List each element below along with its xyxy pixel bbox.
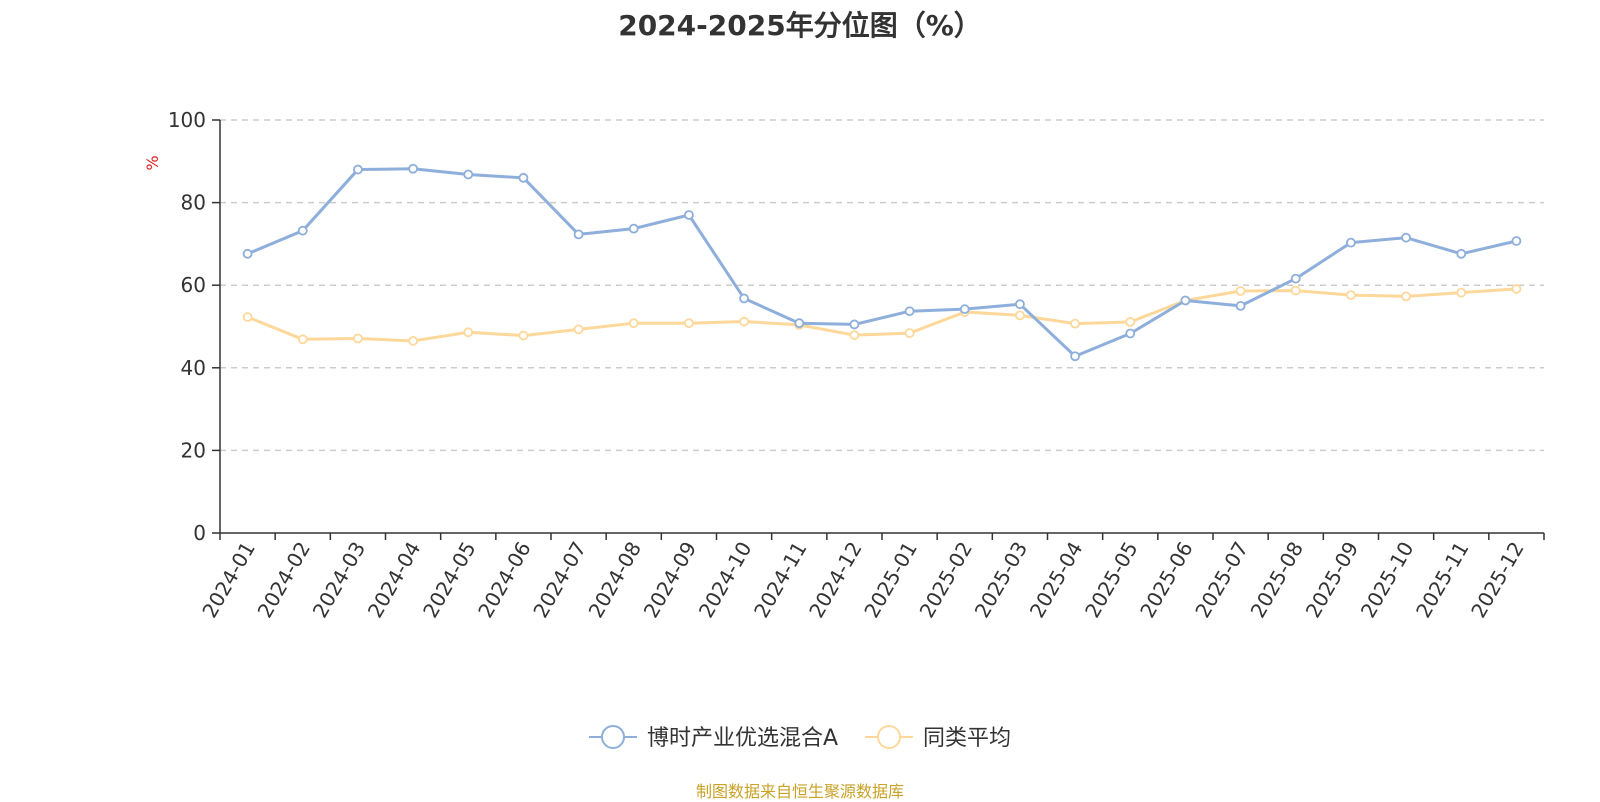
data-point <box>849 330 860 341</box>
data-point <box>1180 295 1191 306</box>
x-tick-label: 2025-01 <box>859 538 922 622</box>
data-point <box>794 318 805 329</box>
data-point <box>959 304 970 315</box>
x-tick-label: 2024-07 <box>528 538 591 622</box>
legend-label: 同类平均 <box>923 726 1011 751</box>
y-tick-label: 100 <box>168 108 206 132</box>
axes <box>219 120 1544 534</box>
data-point <box>242 312 253 322</box>
data-point <box>904 306 915 317</box>
data-point <box>1235 286 1246 296</box>
y-tick-label: 80 <box>181 191 206 215</box>
x-tick-label: 2025-03 <box>970 538 1033 622</box>
data-point <box>297 334 308 345</box>
data-point <box>518 172 529 183</box>
data-point <box>573 229 584 240</box>
data-point <box>1456 287 1467 298</box>
y-axis-label: % <box>143 155 162 170</box>
y-tick-label: 60 <box>181 273 206 297</box>
data-point <box>1125 317 1136 327</box>
data-point <box>849 319 860 330</box>
x-tick-label: 2025-04 <box>1025 538 1088 622</box>
data-point <box>1125 328 1136 339</box>
data-point <box>463 327 474 338</box>
data-point <box>1511 236 1522 246</box>
data-point <box>1290 285 1301 296</box>
data-point <box>573 324 584 335</box>
x-tick-label: 2025-07 <box>1190 538 1253 622</box>
x-axis-ticks: 2024-012024-022024-032024-042024-052024-… <box>197 533 1545 622</box>
x-tick-label: 2024-04 <box>363 538 426 622</box>
data-point <box>739 316 749 327</box>
x-tick-label: 2024-08 <box>584 538 647 622</box>
data-point <box>1346 237 1356 248</box>
series-line <box>247 287 1517 343</box>
data-point <box>518 330 529 341</box>
x-tick-label: 2024-09 <box>639 538 702 622</box>
y-tick-label: 20 <box>181 438 206 462</box>
data-point <box>628 223 639 234</box>
x-tick-label: 2025-12 <box>1466 538 1529 622</box>
data-point <box>1070 318 1080 329</box>
data-point <box>684 318 694 329</box>
data-point <box>739 293 749 304</box>
source-note: 制图数据来自恒生聚源数据库 <box>695 782 904 801</box>
y-tick-label: 40 <box>181 356 206 380</box>
x-tick-label: 2024-12 <box>804 538 867 622</box>
data-point <box>463 169 474 180</box>
x-tick-label: 2025-08 <box>1246 538 1309 622</box>
data-point <box>1401 291 1411 302</box>
data-point <box>1070 351 1080 362</box>
legend-marker <box>877 725 901 749</box>
data-point <box>1511 284 1522 294</box>
data-point <box>1015 299 1025 310</box>
legend-label: 博时产业优选混合A <box>647 726 838 751</box>
data-point <box>1235 300 1246 311</box>
data-point <box>1346 290 1356 301</box>
x-tick-label: 2024-10 <box>694 538 757 622</box>
data-point <box>904 328 915 339</box>
y-axis-ticks: 0 20 40 60 80 100 <box>168 108 220 545</box>
data-point <box>297 225 308 236</box>
data-point <box>353 164 363 175</box>
data-point <box>242 248 253 259</box>
data-point <box>353 333 363 344</box>
x-tick-label: 2025-05 <box>1080 538 1143 622</box>
legend-marker <box>601 725 625 749</box>
y-tick-label: 0 <box>193 521 206 545</box>
data-point <box>1401 232 1411 243</box>
x-tick-label: 2024-01 <box>197 538 260 622</box>
x-tick-label: 2025-10 <box>1356 538 1419 622</box>
x-tick-label: 2024-02 <box>253 538 316 622</box>
x-tick-label: 2024-06 <box>473 538 536 622</box>
data-point <box>1290 273 1301 284</box>
data-point <box>408 336 418 346</box>
grid-lines <box>220 119 1544 452</box>
data-point <box>1015 310 1025 321</box>
x-tick-label: 2025-06 <box>1135 538 1198 622</box>
chart-title: 2024-2025年分位图（%） <box>618 9 982 42</box>
data-point <box>684 210 694 220</box>
data-point <box>408 163 418 174</box>
x-tick-label: 2025-11 <box>1411 538 1474 622</box>
x-tick-label: 2025-02 <box>915 538 978 622</box>
legend: 博时产业优选混合A 同类平均 <box>589 725 1011 751</box>
series-group <box>242 163 1522 362</box>
data-point <box>1456 248 1467 259</box>
x-tick-label: 2025-09 <box>1301 538 1364 622</box>
x-tick-label: 2024-05 <box>418 538 481 622</box>
x-tick-label: 2024-03 <box>308 538 371 622</box>
x-tick-label: 2024-11 <box>749 538 812 622</box>
series-line <box>247 167 1517 358</box>
data-point <box>628 318 639 329</box>
